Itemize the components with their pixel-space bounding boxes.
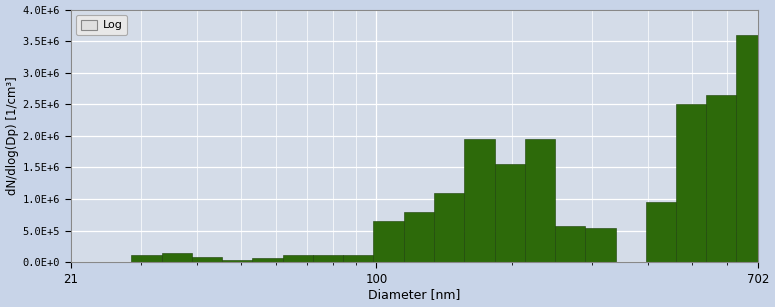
Bar: [283, 255, 313, 262]
Bar: [555, 226, 585, 262]
Bar: [192, 257, 222, 262]
Bar: [374, 221, 404, 262]
Bar: [404, 212, 434, 262]
Y-axis label: dN/dlog(Dp) [1/cm³]: dN/dlog(Dp) [1/cm³]: [5, 76, 19, 195]
Bar: [313, 255, 343, 262]
Bar: [585, 227, 615, 262]
Bar: [494, 164, 525, 262]
Bar: [736, 35, 758, 262]
Bar: [253, 258, 283, 262]
Bar: [706, 95, 736, 262]
Bar: [434, 193, 463, 262]
Legend: Log: Log: [76, 15, 127, 35]
Bar: [161, 253, 192, 262]
Bar: [463, 139, 494, 262]
Bar: [646, 202, 676, 262]
Bar: [222, 260, 253, 262]
Bar: [758, 79, 768, 262]
Bar: [343, 255, 374, 262]
Bar: [525, 139, 555, 262]
X-axis label: Diameter [nm]: Diameter [nm]: [368, 289, 460, 301]
Bar: [676, 104, 706, 262]
Bar: [131, 255, 161, 262]
